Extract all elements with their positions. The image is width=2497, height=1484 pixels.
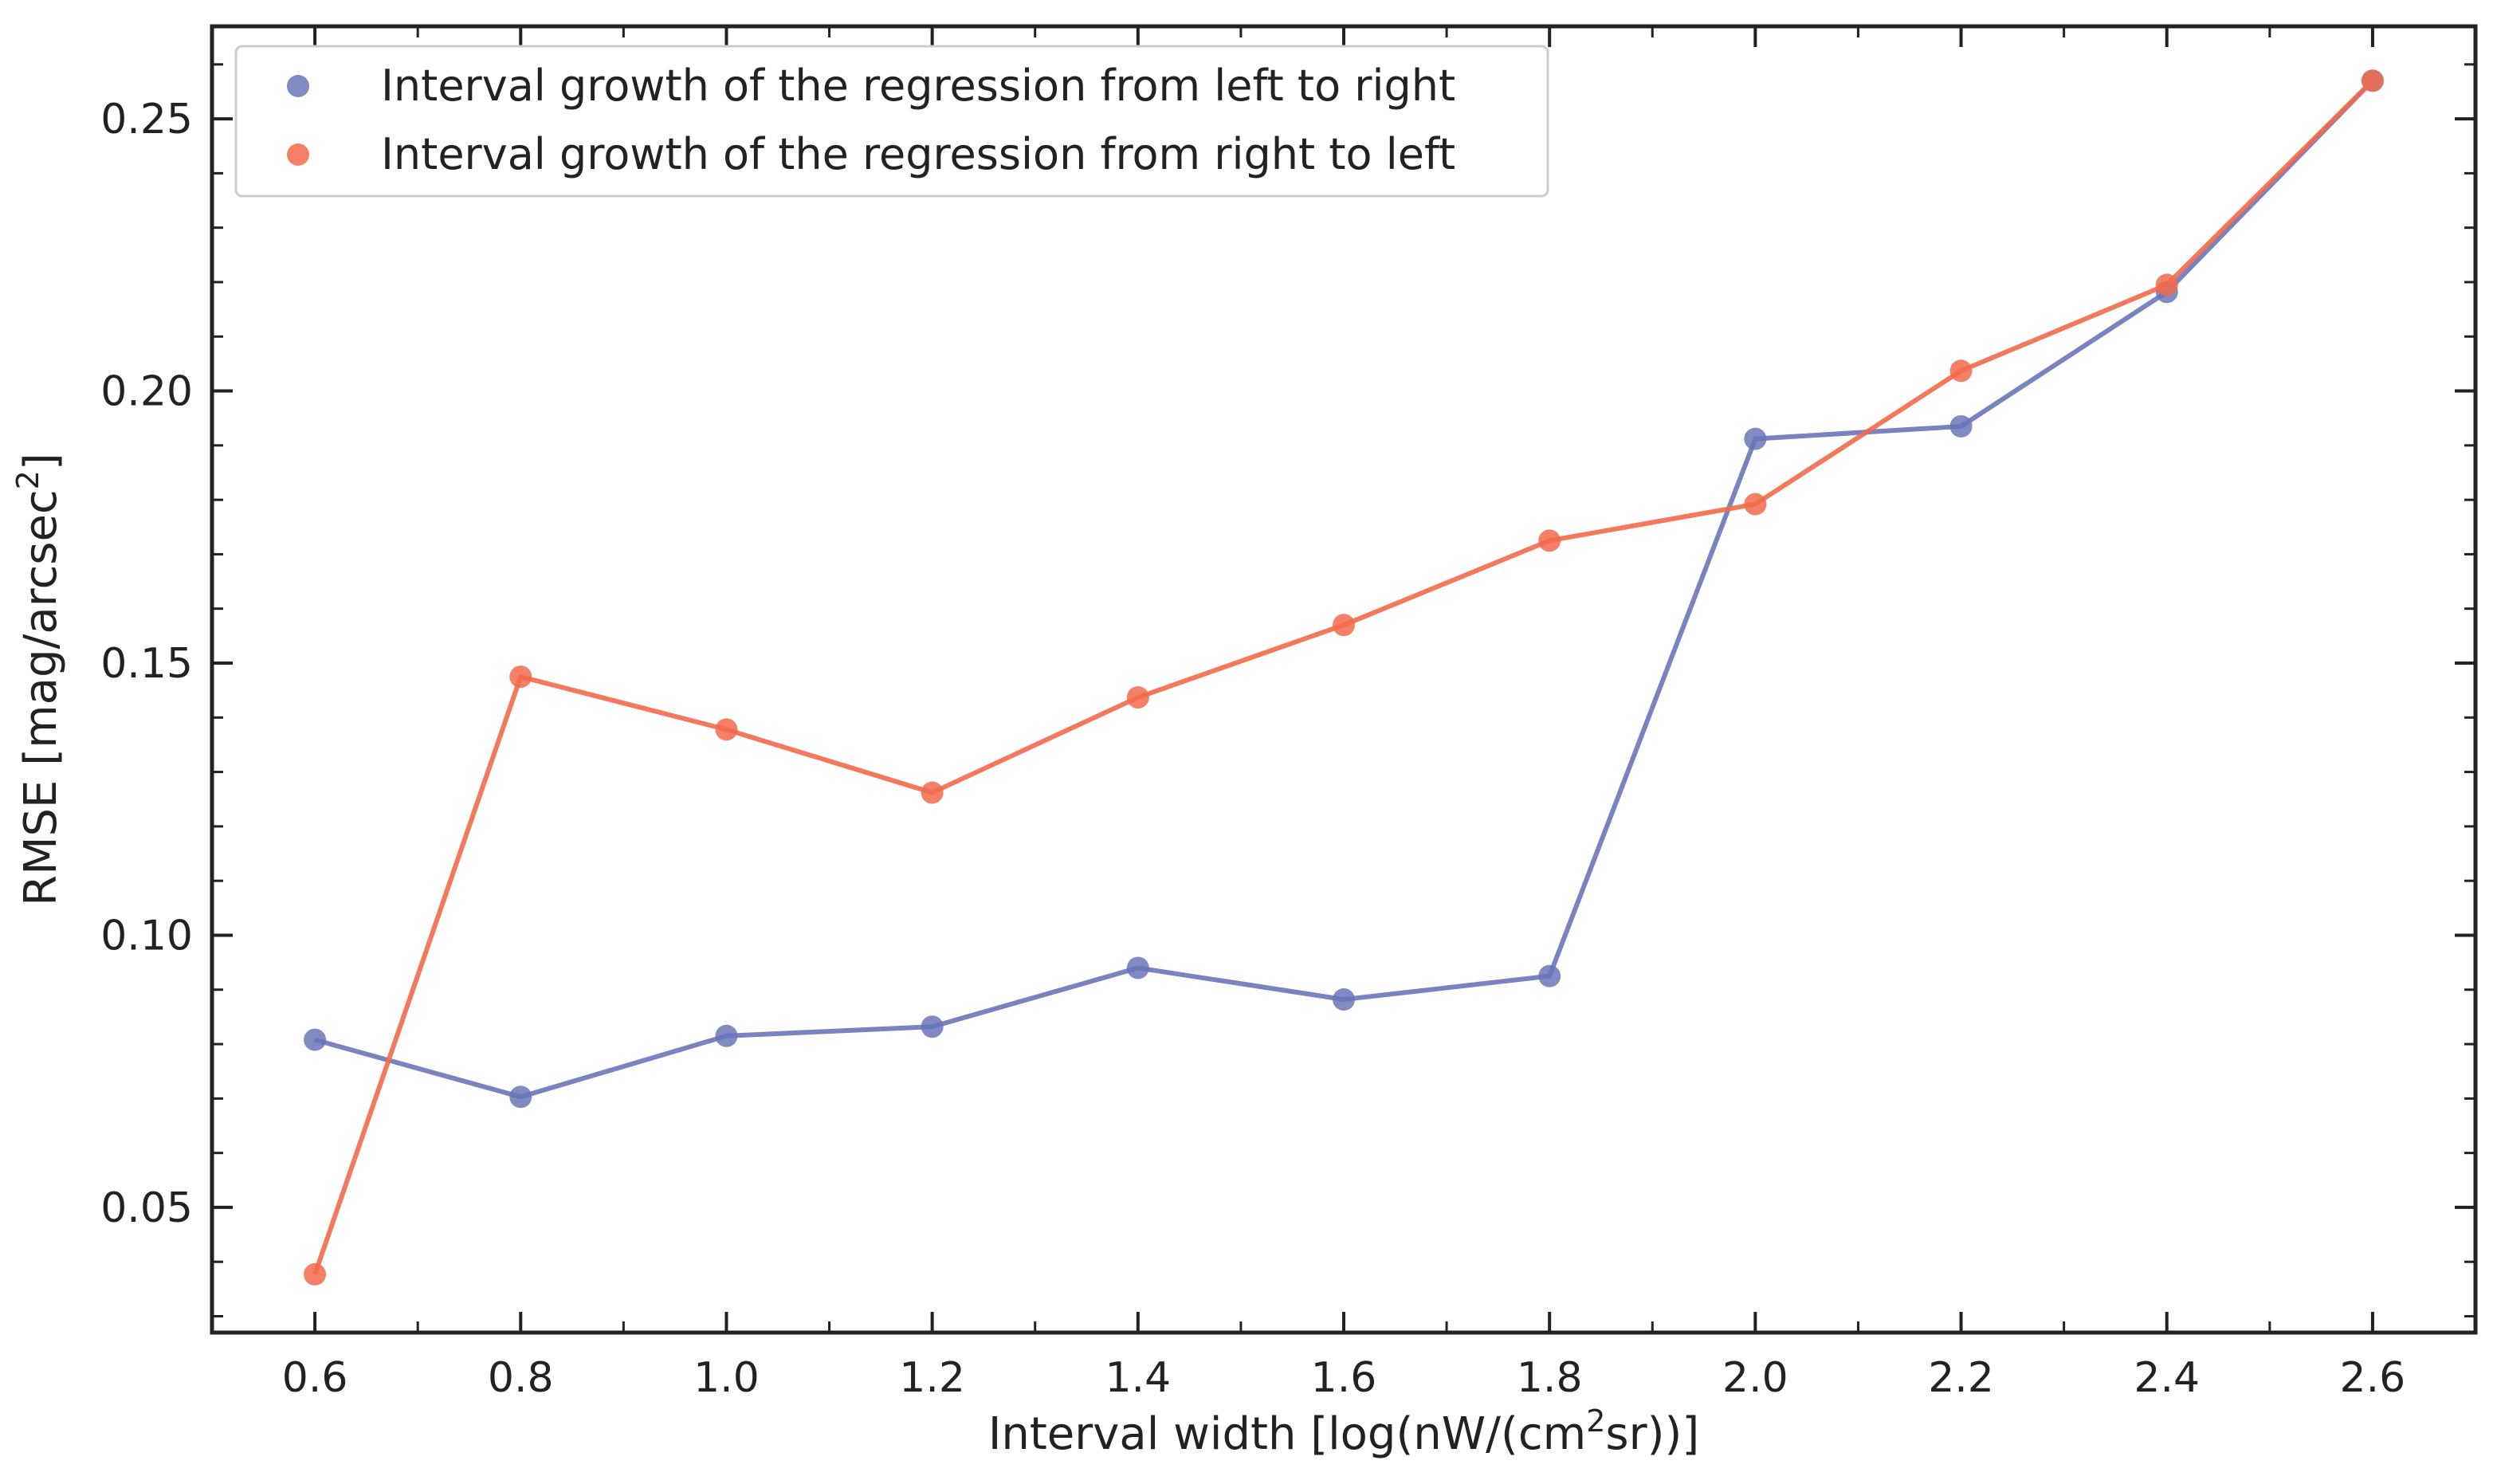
x-axis-label: Interval width [log(nW/(cm2sr))]	[988, 1404, 1699, 1460]
data-point	[2155, 273, 2178, 296]
y-tick-label: 0.10	[100, 912, 193, 960]
data-point	[1333, 614, 1355, 637]
x-tick-label: 1.8	[1517, 1354, 1583, 1402]
y-tick-label: 0.15	[100, 640, 193, 688]
legend-marker	[287, 143, 309, 166]
x-tick-label: 1.0	[693, 1354, 760, 1402]
data-point	[1949, 414, 1973, 438]
series-line	[312, 79, 2375, 1275]
series-layer	[304, 69, 2384, 1286]
tick-labels: 0.6 0.8 1.0 1.2 1.4 1.6 1.8 2.0 2.2 2.4 2.6 0.05 0.1…	[100, 96, 2405, 1402]
data-point	[1538, 529, 1561, 552]
x-tick-label: 2.0	[1722, 1354, 1788, 1402]
data-point	[1744, 427, 1767, 450]
y-tick-label: 0.25	[100, 96, 193, 143]
x-tick-label: 1.6	[1311, 1354, 1377, 1402]
series-line	[314, 79, 2375, 1100]
series-2	[304, 69, 2384, 1286]
data-point	[715, 718, 738, 741]
data-point	[1744, 493, 1767, 516]
y-tick-label: 0.20	[100, 368, 193, 416]
data-point	[1333, 988, 1355, 1011]
y-tick-label: 0.05	[100, 1184, 193, 1232]
x-tick-label: 2.2	[1928, 1354, 1994, 1402]
major-ticks	[212, 26, 2475, 1333]
x-tick-label: 0.6	[282, 1354, 348, 1402]
data-point	[921, 781, 944, 804]
legend-label: Interval growth of the regression from r…	[381, 129, 1455, 179]
plot-frame	[210, 24, 2478, 1335]
data-point	[304, 1028, 327, 1051]
data-point	[715, 1024, 738, 1047]
data-point	[509, 1086, 532, 1109]
legend-label: Interval growth of the regression from l…	[381, 61, 1455, 111]
x-tick-label: 2.4	[2134, 1354, 2200, 1402]
data-point	[1126, 686, 1149, 709]
data-point	[509, 665, 532, 689]
data-point	[2361, 69, 2384, 92]
data-point	[1538, 964, 1561, 987]
legend-marker	[287, 75, 309, 97]
x-tick-label: 1.2	[899, 1354, 965, 1402]
series-1	[304, 69, 2384, 1109]
data-point	[1949, 359, 1973, 383]
data-point	[1126, 956, 1149, 980]
data-point	[304, 1262, 327, 1286]
x-tick-label: 0.8	[488, 1354, 554, 1402]
data-point	[921, 1015, 944, 1038]
x-tick-label: 1.4	[1105, 1354, 1171, 1402]
y-axis-label: RMSE [mag/arcsec2]	[10, 453, 67, 905]
minor-ticks	[210, 26, 2477, 1333]
legend-box	[234, 45, 1549, 198]
legend: Interval growth of the regression from l…	[234, 45, 1549, 198]
x-tick-label: 2.6	[2340, 1354, 2406, 1402]
